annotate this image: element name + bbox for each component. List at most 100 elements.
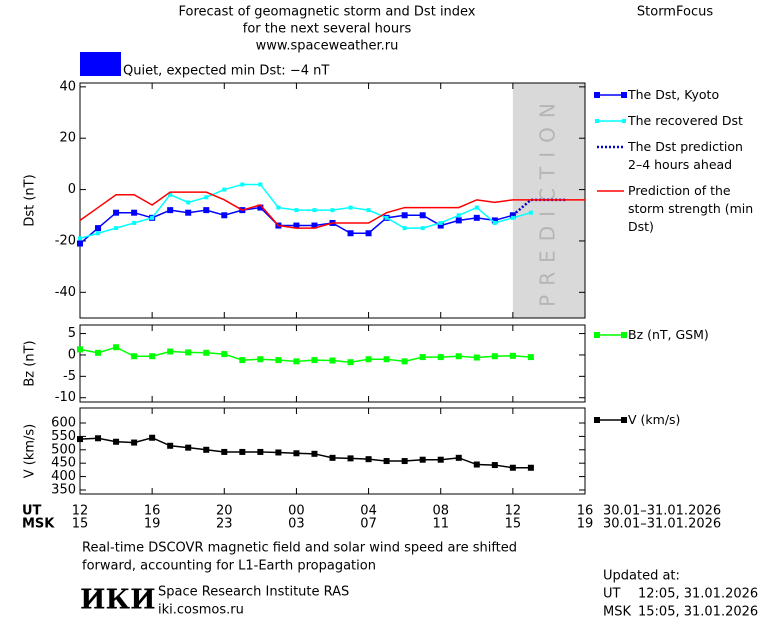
data-point — [113, 209, 120, 216]
legend-marker — [594, 332, 600, 338]
data-point — [311, 357, 318, 364]
title-line: for the next several hours — [243, 22, 412, 37]
data-point — [221, 448, 228, 455]
date-range: 30.01–31.01.2026 — [603, 517, 721, 532]
legend-marker — [621, 417, 627, 423]
data-point — [527, 354, 534, 361]
data-point — [204, 195, 209, 200]
y-tick-label: -20 — [55, 233, 76, 248]
y-axis-label: V (km/s) — [23, 424, 38, 479]
status-indicator — [80, 52, 121, 76]
data-point — [491, 217, 498, 224]
x-tick-label: 16 — [144, 504, 161, 519]
data-point — [114, 226, 119, 231]
data-point — [473, 354, 480, 361]
data-point — [276, 205, 281, 210]
y-tick-label: 500 — [51, 442, 76, 457]
data-point — [257, 448, 264, 455]
data-point — [95, 435, 102, 442]
data-point — [185, 444, 192, 451]
title-line: Forecast of geomagnetic storm and Dst in… — [178, 5, 475, 20]
data-point — [95, 349, 102, 356]
updated-ut-label: UT — [603, 587, 621, 602]
data-point — [329, 454, 336, 461]
x-tick-label: 08 — [432, 504, 449, 519]
updated-msk: 15:05, 31.01.2026 — [638, 605, 758, 620]
x-tick-label: 12 — [72, 504, 89, 519]
data-point — [257, 204, 264, 211]
legend-marker — [594, 92, 600, 98]
data-point — [365, 456, 372, 463]
data-point — [186, 200, 191, 205]
data-point — [509, 352, 516, 359]
data-point — [348, 205, 353, 210]
footer-note: forward, accounting for L1-Earth propaga… — [82, 559, 376, 574]
data-point — [258, 182, 263, 187]
series-line — [79, 191, 585, 229]
data-point — [383, 458, 390, 465]
data-point — [312, 208, 317, 213]
data-point — [384, 215, 389, 220]
data-point — [131, 353, 138, 360]
status-text: Quiet, expected min Dst: −4 nT — [123, 64, 329, 79]
data-point — [420, 226, 425, 231]
plot-frame — [79, 407, 586, 495]
data-point — [365, 356, 372, 363]
data-point — [527, 464, 534, 471]
x2-tick-label: 03 — [288, 517, 305, 532]
x2-tick-label: 07 — [360, 517, 377, 532]
data-point — [347, 230, 354, 237]
data-point — [77, 240, 83, 247]
data-point — [492, 220, 497, 225]
data-point — [456, 213, 461, 218]
x2-tick-label: 15 — [72, 517, 89, 532]
data-point — [203, 446, 210, 453]
data-point — [455, 454, 462, 461]
data-point — [168, 192, 173, 197]
series-line — [79, 183, 532, 240]
legend-marker — [594, 417, 600, 423]
data-point — [491, 462, 498, 469]
data-point — [473, 214, 480, 221]
data-point — [293, 450, 300, 457]
data-point — [185, 349, 192, 356]
series-line — [79, 346, 531, 363]
data-point — [95, 225, 102, 232]
legend-label: Bz (nT, GSM) — [628, 327, 709, 342]
data-point — [132, 220, 137, 225]
x2-tick-label: 19 — [144, 517, 161, 532]
plot-frame — [79, 324, 586, 403]
y-axis-label: Bz (nT) — [23, 340, 38, 386]
data-point — [509, 464, 516, 471]
data-point — [419, 212, 426, 219]
x2-tick-label: 19 — [577, 517, 594, 532]
y-tick-label: 40 — [59, 79, 76, 94]
data-point — [113, 438, 120, 445]
data-point — [167, 207, 174, 214]
data-point — [366, 208, 371, 213]
data-point — [473, 461, 480, 468]
footer-note: Real-time DSCOVR magnetic field and sola… — [82, 541, 517, 556]
x-row-label: MSK — [22, 517, 55, 532]
institute: Space Research Institute RAS — [158, 585, 349, 600]
x2-tick-label: 11 — [432, 517, 449, 532]
y-tick-label: 450 — [51, 456, 76, 471]
data-point — [293, 222, 300, 229]
data-point — [275, 357, 282, 364]
legend-label: The Dst prediction 2–4 hours ahead — [628, 139, 743, 172]
y-tick-label: 0 — [68, 347, 76, 362]
y-tick-label: -10 — [55, 390, 76, 405]
data-point — [437, 354, 444, 361]
y-tick-label: 600 — [51, 416, 76, 431]
data-point — [528, 210, 533, 215]
data-point — [419, 354, 426, 361]
data-point — [240, 182, 245, 187]
y-tick-label: 550 — [51, 429, 76, 444]
y-tick-label: 400 — [51, 469, 76, 484]
data-point — [437, 222, 444, 229]
data-point — [474, 205, 479, 210]
data-point — [510, 215, 515, 220]
legend-marker — [595, 119, 599, 123]
data-point — [203, 207, 210, 214]
